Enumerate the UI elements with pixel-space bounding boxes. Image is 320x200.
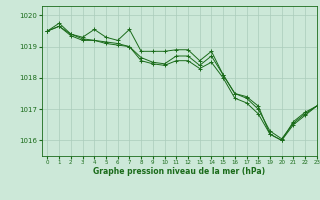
X-axis label: Graphe pression niveau de la mer (hPa): Graphe pression niveau de la mer (hPa) xyxy=(93,167,265,176)
